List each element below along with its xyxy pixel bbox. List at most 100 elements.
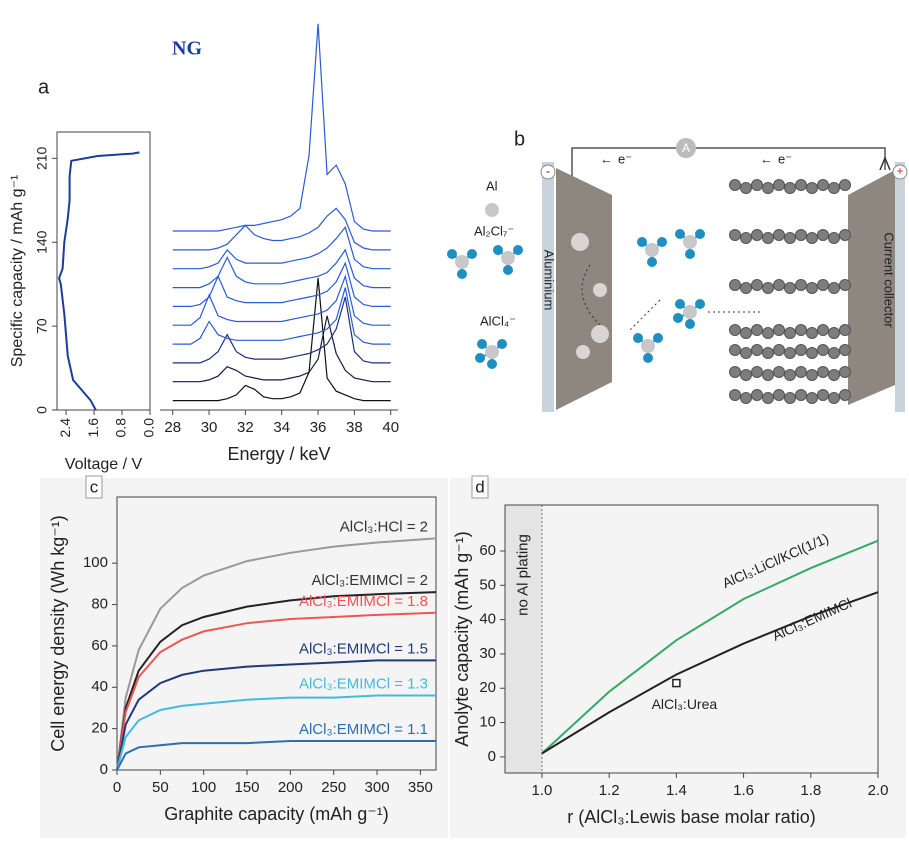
annotation: no Al plating <box>514 534 531 616</box>
cl-atom <box>637 237 647 247</box>
y-axis-label: Anolyte capacity (mAh g⁻¹) <box>452 531 472 747</box>
carbon-atom <box>828 232 840 244</box>
carbon-atom <box>839 366 851 378</box>
cl-atom <box>487 359 497 369</box>
cl-atom <box>695 299 705 309</box>
y-tick-label: 140 <box>34 230 50 254</box>
x-tick-label: 100 <box>191 779 216 796</box>
carbon-atom <box>751 279 763 291</box>
carbon-atom <box>784 369 796 381</box>
species-label: Al₂Cl₇⁻ <box>474 223 514 238</box>
al-sphere <box>571 233 589 251</box>
y-tick-label: 80 <box>91 596 108 613</box>
series-line <box>116 537 437 771</box>
carbon-atom <box>762 282 774 294</box>
cl-atom <box>643 353 653 363</box>
carbon-atom <box>806 327 818 339</box>
carbon-atom <box>817 324 829 336</box>
species-label: AlCl₄⁻ <box>480 313 516 328</box>
x-tick-label: 30 <box>201 419 218 436</box>
x-tick-label: 0.8 <box>113 418 129 438</box>
x-axis-label: r (AlCl₃:Lewis base molar ratio) <box>567 807 815 827</box>
carbon-atom <box>740 392 752 404</box>
y-tick-label: 40 <box>91 678 108 695</box>
sign-circle <box>540 164 556 180</box>
carbon-atom <box>784 232 796 244</box>
electron-arrow: ← <box>600 151 613 166</box>
ammeter-label: A <box>682 141 690 155</box>
al-atom <box>485 345 499 359</box>
cl-atom <box>467 249 477 259</box>
series-line <box>172 226 391 270</box>
carbon-atom <box>762 369 774 381</box>
plot-frame <box>116 496 437 771</box>
cl-atom <box>447 249 457 259</box>
x-tick-label: 28 <box>164 419 181 436</box>
x-tick-label: 1.8 <box>800 782 821 799</box>
carbon-atom <box>839 229 851 241</box>
carbon-atom <box>828 369 840 381</box>
y-tick-label: 30 <box>479 645 496 662</box>
y-tick-label: 40 <box>479 611 496 628</box>
carbon-atom <box>784 327 796 339</box>
carbon-atom <box>751 344 763 356</box>
cl-atom <box>653 333 663 343</box>
y-tick-label: 50 <box>479 576 496 593</box>
series-line <box>172 278 391 402</box>
data-point <box>672 678 681 688</box>
y-tick-label: 210 <box>34 146 50 170</box>
ammeter <box>676 138 696 158</box>
y-axis-label: Specific capacity / mAh g⁻¹ <box>9 175 26 368</box>
cl-atom <box>657 237 667 247</box>
y-tick-label: 0 <box>100 761 108 778</box>
y-tick-label: 0 <box>34 406 50 414</box>
y-tick-label: 0 <box>488 748 496 765</box>
carbon-atom <box>762 327 774 339</box>
x-axis-label: Graphite capacity (mAh g⁻¹) <box>164 804 389 824</box>
carbon-atom <box>784 392 796 404</box>
panel-letter-box <box>471 475 489 499</box>
carbon-atom <box>795 229 807 241</box>
al-sphere <box>576 345 590 359</box>
series-label: AlCl₃:EMIMCl = 1.5 <box>299 640 428 657</box>
cl-atom <box>497 339 507 349</box>
al-atom <box>485 203 499 217</box>
chart-title: NG <box>172 38 202 60</box>
carbon-atom <box>795 279 807 291</box>
series-line <box>116 740 436 771</box>
carbon-atom <box>839 324 851 336</box>
carbon-atom <box>751 324 763 336</box>
cl-atom <box>647 257 657 267</box>
cl-atom <box>675 299 685 309</box>
cl-atom <box>685 319 695 329</box>
x-tick-label: 150 <box>235 779 260 796</box>
panel-c-bg <box>40 478 448 838</box>
al-sphere <box>593 283 607 297</box>
carbon-atom <box>839 389 851 401</box>
cl-atom <box>695 229 705 239</box>
cl-atom <box>477 339 487 349</box>
cl-atom <box>675 229 685 239</box>
carbon-atom <box>773 389 785 401</box>
carbon-atom <box>828 347 840 359</box>
series-line <box>172 296 391 364</box>
series-line <box>172 248 391 289</box>
cathode-label: Current collector <box>882 232 897 328</box>
anode-sign: - <box>546 164 550 178</box>
carbon-atom <box>784 182 796 194</box>
cl-atom <box>633 333 643 343</box>
carbon-atom <box>784 347 796 359</box>
carbon-atom <box>762 392 774 404</box>
carbon-atom <box>806 347 818 359</box>
y-axis-label: Cell energy density (Wh kg⁻¹) <box>48 515 68 752</box>
al-atom <box>683 235 697 249</box>
x-axis-label: Energy / keV <box>227 444 330 464</box>
carbon-atom <box>784 282 796 294</box>
x-tick-label: 1.6 <box>85 418 101 438</box>
x-axis-label: Voltage / V <box>65 456 143 473</box>
carbon-atom <box>751 389 763 401</box>
carbon-atom <box>795 179 807 191</box>
carbon-atom <box>806 369 818 381</box>
y-tick-label: 20 <box>479 679 496 696</box>
cathode-plate <box>848 170 895 405</box>
